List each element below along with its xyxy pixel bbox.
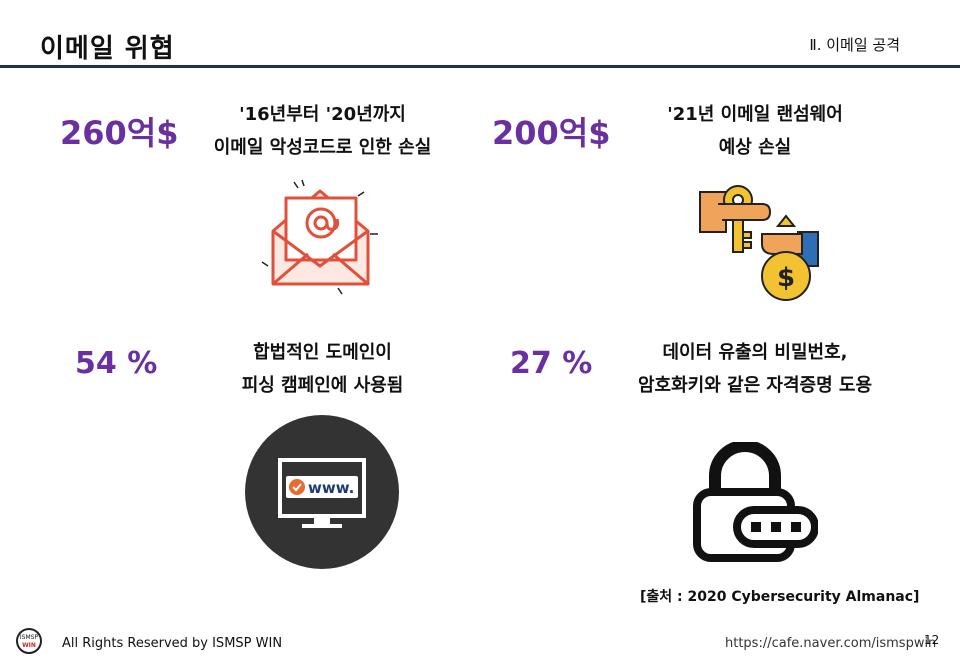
stat-desc-line: 이메일 악성코드로 인한 손실 <box>213 137 432 158</box>
stat-desc-phishing-domains: 합법적인 도메인이 피싱 캠페인에 사용됨 <box>205 336 440 402</box>
www-monitor-icon: www. <box>245 415 399 569</box>
stat-desc-line: 암호화키와 같은 자격증명 도용 <box>637 375 873 396</box>
header-divider <box>0 65 960 68</box>
page-number: 12 <box>924 633 940 647</box>
stat-desc-line: 데이터 유출의 비밀번호, <box>662 342 848 363</box>
page-title: 이메일 위협 <box>40 34 175 64</box>
stat-desc-line: 피싱 캠페인에 사용됨 <box>241 375 404 396</box>
stat-desc-ransomware-loss: '21년 이메일 랜섬웨어 예상 손실 <box>625 98 885 164</box>
stat-value-ransomware-loss: 200억$ <box>492 114 611 152</box>
stat-desc-line: '21년 이메일 랜섬웨어 <box>667 104 843 125</box>
stat-desc-line: 예상 손실 <box>718 137 792 158</box>
stat-value-email-malware-loss: 260억$ <box>60 114 179 152</box>
stat-desc-line: 합법적인 도메인이 <box>253 342 392 363</box>
copyright-text: All Rights Reserved by ISMSP WIN <box>62 636 283 651</box>
source-citation: [출처 : 2020 Cybersecurity Almanac] <box>640 589 920 605</box>
ismsp-win-logo: ISMSP WIN <box>16 628 42 654</box>
stat-desc-email-malware-loss: '16년부터 '20년까지 이메일 악성코드로 인한 손실 <box>190 98 455 164</box>
logo-text-top: ISMSP <box>19 634 39 641</box>
email-at-icon <box>261 179 378 295</box>
stat-value-phishing-domains: 54 % <box>75 346 158 381</box>
cafe-url-link[interactable]: https://cafe.naver.com/ismspwin <box>725 636 937 651</box>
stat-desc-line: '16년부터 '20년까지 <box>239 104 406 125</box>
stat-desc-credential-theft: 데이터 유출의 비밀번호, 암호화키와 같은 자격증명 도용 <box>605 336 905 402</box>
padlock-password-icon <box>693 442 818 562</box>
key-money-bag-icon: $ <box>699 185 819 301</box>
section-label: Ⅱ. 이메일 공격 <box>809 36 900 54</box>
svg-text:$: $ <box>777 263 795 293</box>
logo-text-bottom: WIN <box>22 642 36 649</box>
www-text: www. <box>308 479 354 497</box>
stat-value-credential-theft: 27 % <box>510 346 593 381</box>
